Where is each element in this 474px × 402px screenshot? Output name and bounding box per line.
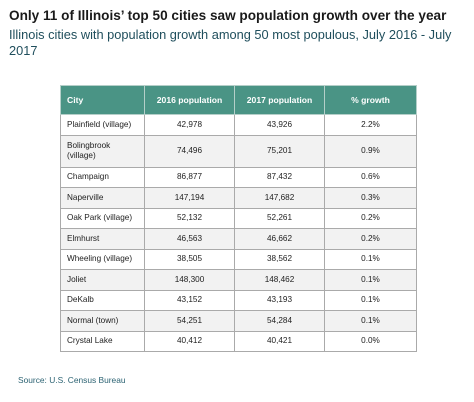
table-row: Oak Park (village) 52,132 52,261 0.2%: [60, 207, 417, 229]
population-table: City 2016 population 2017 population % g…: [60, 85, 417, 352]
table-row: Normal (town) 54,251 54,284 0.1%: [60, 310, 417, 332]
header-2016-population: 2016 population: [144, 85, 235, 115]
cell-city: Champaign: [60, 166, 145, 188]
table-row: DeKalb 43,152 43,193 0.1%: [60, 289, 417, 311]
cell-city: Oak Park (village): [60, 207, 145, 229]
cell-pop-2016: 46,563: [144, 228, 235, 250]
table-row: Crystal Lake 40,412 40,421 0.0%: [60, 330, 417, 352]
cell-pop-2016: 52,132: [144, 207, 235, 229]
cell-growth: 0.1%: [324, 310, 417, 332]
cell-city: Bolingbrook (village): [60, 134, 145, 168]
chart-title: Only 11 of Illinois’ top 50 cities saw p…: [9, 8, 447, 23]
table-row: Wheeling (village) 38,505 38,562 0.1%: [60, 248, 417, 270]
table-row: Plainfield (village) 42,978 43,926 2.2%: [60, 114, 417, 136]
table-row: Bolingbrook (village) 74,496 75,201 0.9%: [60, 134, 417, 168]
cell-growth: 0.1%: [324, 269, 417, 291]
cell-pop-2017: 52,261: [234, 207, 325, 229]
cell-pop-2016: 74,496: [144, 134, 235, 168]
table-header-row: City 2016 population 2017 population % g…: [60, 85, 417, 115]
cell-pop-2016: 42,978: [144, 114, 235, 136]
cell-growth: 0.6%: [324, 166, 417, 188]
cell-pop-2017: 40,421: [234, 330, 325, 352]
cell-pop-2017: 54,284: [234, 310, 325, 332]
cell-pop-2016: 86,877: [144, 166, 235, 188]
cell-growth: 0.2%: [324, 207, 417, 229]
cell-growth: 0.1%: [324, 248, 417, 270]
cell-pop-2016: 43,152: [144, 289, 235, 311]
cell-pop-2016: 148,300: [144, 269, 235, 291]
cell-city: Wheeling (village): [60, 248, 145, 270]
cell-city: Naperville: [60, 187, 145, 209]
cell-pop-2016: 54,251: [144, 310, 235, 332]
header-city: City: [60, 85, 145, 115]
cell-pop-2016: 147,194: [144, 187, 235, 209]
cell-pop-2016: 38,505: [144, 248, 235, 270]
cell-growth: 2.2%: [324, 114, 417, 136]
cell-pop-2017: 147,682: [234, 187, 325, 209]
cell-pop-2017: 148,462: [234, 269, 325, 291]
table-row: Joliet 148,300 148,462 0.1%: [60, 269, 417, 291]
cell-city: DeKalb: [60, 289, 145, 311]
cell-pop-2017: 87,432: [234, 166, 325, 188]
cell-pop-2017: 43,193: [234, 289, 325, 311]
cell-growth: 0.3%: [324, 187, 417, 209]
table-body: Plainfield (village) 42,978 43,926 2.2% Boli…: [60, 114, 417, 352]
cell-city: Joliet: [60, 269, 145, 291]
source-note: Source: U.S. Census Bureau: [18, 375, 126, 385]
cell-city: Crystal Lake: [60, 330, 145, 352]
header-2017-population: 2017 population: [234, 85, 325, 115]
header-percent-growth: % growth: [324, 85, 417, 115]
cell-growth: 0.2%: [324, 228, 417, 250]
cell-pop-2017: 75,201: [234, 134, 325, 168]
cell-pop-2017: 43,926: [234, 114, 325, 136]
cell-city: Normal (town): [60, 310, 145, 332]
cell-growth: 0.1%: [324, 289, 417, 311]
table-row: Elmhurst 46,563 46,662 0.2%: [60, 228, 417, 250]
cell-growth: 0.0%: [324, 330, 417, 352]
cell-city: Plainfield (village): [60, 114, 145, 136]
table-row: Naperville 147,194 147,682 0.3%: [60, 187, 417, 209]
cell-pop-2016: 40,412: [144, 330, 235, 352]
cell-city: Elmhurst: [60, 228, 145, 250]
cell-pop-2017: 46,662: [234, 228, 325, 250]
table-row: Champaign 86,877 87,432 0.6%: [60, 166, 417, 188]
cell-pop-2017: 38,562: [234, 248, 325, 270]
cell-growth: 0.9%: [324, 134, 417, 168]
chart-subtitle: Illinois cities with population growth a…: [9, 27, 452, 58]
